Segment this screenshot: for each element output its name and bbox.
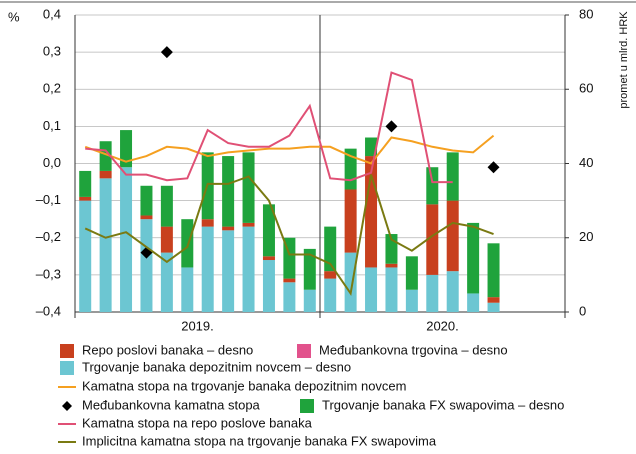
bar-segment bbox=[99, 178, 112, 312]
diamond bbox=[385, 120, 398, 133]
bar-segment bbox=[487, 302, 500, 312]
bar-segment bbox=[467, 222, 480, 294]
bar-segment bbox=[426, 274, 439, 312]
y2-tick-label: 0 bbox=[579, 303, 586, 318]
bar-segment bbox=[324, 278, 337, 312]
y2-tick-label: 20 bbox=[579, 229, 593, 244]
bar-segment bbox=[405, 289, 418, 312]
line bbox=[85, 71, 453, 184]
bar-segment bbox=[446, 152, 459, 201]
bar-segment bbox=[140, 219, 153, 312]
y-tick-label: 0,0 bbox=[43, 155, 61, 170]
legend-label: Trgovanje banaka depozitnim novcem – des… bbox=[82, 359, 351, 374]
legend-label: Kamatna stopa na repo poslove banaka bbox=[82, 415, 313, 430]
legend-label: Implicitna kamatna stopa na trgovanje ba… bbox=[82, 433, 437, 448]
bar-segment bbox=[79, 200, 92, 312]
bar-segment bbox=[222, 156, 235, 227]
bar-segment bbox=[344, 189, 357, 253]
bar-segment bbox=[222, 226, 235, 231]
bar-segment bbox=[242, 222, 255, 227]
bar-segment bbox=[283, 278, 296, 283]
bar-segment bbox=[487, 243, 500, 298]
bar-segment bbox=[283, 282, 296, 312]
bar-segment bbox=[487, 297, 500, 303]
legend-label: Kamatna stopa na trgovanje banaka depozi… bbox=[82, 378, 406, 393]
bar-segment bbox=[426, 204, 439, 275]
legend-swatch bbox=[297, 344, 311, 358]
y-tick-label: 0,1 bbox=[43, 118, 61, 133]
bar-segment bbox=[467, 293, 480, 312]
y2-tick-label: 40 bbox=[579, 155, 593, 170]
y-tick-label: 0,2 bbox=[43, 81, 61, 96]
y-unit: % bbox=[8, 9, 20, 24]
bar-segment bbox=[201, 226, 214, 312]
bar-segment bbox=[344, 252, 357, 312]
bar-segment bbox=[365, 137, 378, 157]
line bbox=[84, 174, 494, 297]
bar-segment bbox=[160, 226, 173, 253]
y-tick-label: –0,4 bbox=[36, 303, 61, 318]
bar-segment bbox=[303, 248, 316, 290]
bar-segment bbox=[79, 170, 92, 197]
y2-tick-label: 80 bbox=[579, 6, 593, 21]
y-tick-label: –0,3 bbox=[36, 266, 61, 281]
y-tick-label: –0,2 bbox=[36, 229, 61, 244]
bar-segment bbox=[120, 167, 133, 312]
bar-segment bbox=[181, 267, 194, 312]
bar-segment bbox=[181, 219, 194, 268]
legend-label: Međubankovna kamatna stopa bbox=[82, 397, 261, 412]
bar-segment bbox=[405, 256, 418, 290]
bar-segment bbox=[385, 263, 398, 268]
bar-segment bbox=[324, 271, 337, 279]
x-group-label: 2019. bbox=[181, 318, 214, 333]
y2-axis-label: promet u mlrd. HRK bbox=[618, 11, 630, 109]
y-tick-label: –0,1 bbox=[36, 192, 61, 207]
bar-segment bbox=[160, 185, 173, 227]
bar-segment bbox=[79, 196, 92, 201]
bar-segment bbox=[140, 215, 153, 220]
legend-label: Međubankovna trgovina – desno bbox=[319, 342, 508, 357]
bar-segment bbox=[160, 252, 173, 312]
bar-segment bbox=[446, 200, 459, 272]
bar-segment bbox=[262, 204, 275, 257]
y-tick-label: 0,4 bbox=[43, 6, 61, 21]
bar-segment bbox=[385, 267, 398, 312]
bar-segment bbox=[303, 289, 316, 312]
bar-segment bbox=[262, 256, 275, 261]
legend-label: Trgovanje banaka FX swapovima – desno bbox=[322, 397, 564, 412]
bar-segment bbox=[365, 267, 378, 312]
legend-swatch bbox=[60, 361, 74, 375]
y-tick-label: 0,3 bbox=[43, 44, 61, 59]
bar-segment bbox=[262, 260, 275, 312]
legend-swatch bbox=[300, 399, 314, 413]
bar-segment bbox=[140, 185, 153, 216]
diamond bbox=[160, 46, 173, 59]
bar-segment bbox=[99, 170, 112, 179]
bar-segment bbox=[222, 230, 235, 312]
diamond bbox=[487, 161, 500, 174]
bar-segment bbox=[201, 219, 214, 227]
bar-segment bbox=[242, 152, 255, 223]
bar-segment bbox=[242, 226, 255, 312]
line bbox=[84, 134, 495, 165]
bar-segment bbox=[446, 271, 459, 312]
legend-swatch bbox=[62, 401, 72, 411]
legend-swatch bbox=[60, 344, 74, 358]
legend-label: Repo poslovi banaka – desno bbox=[82, 342, 253, 357]
y2-tick-label: 60 bbox=[579, 81, 593, 96]
bar-segment bbox=[324, 226, 337, 272]
bar-segment bbox=[426, 167, 439, 205]
x-group-label: 2020. bbox=[426, 318, 459, 333]
bar-segment bbox=[120, 130, 133, 168]
bar-segment bbox=[99, 141, 112, 171]
